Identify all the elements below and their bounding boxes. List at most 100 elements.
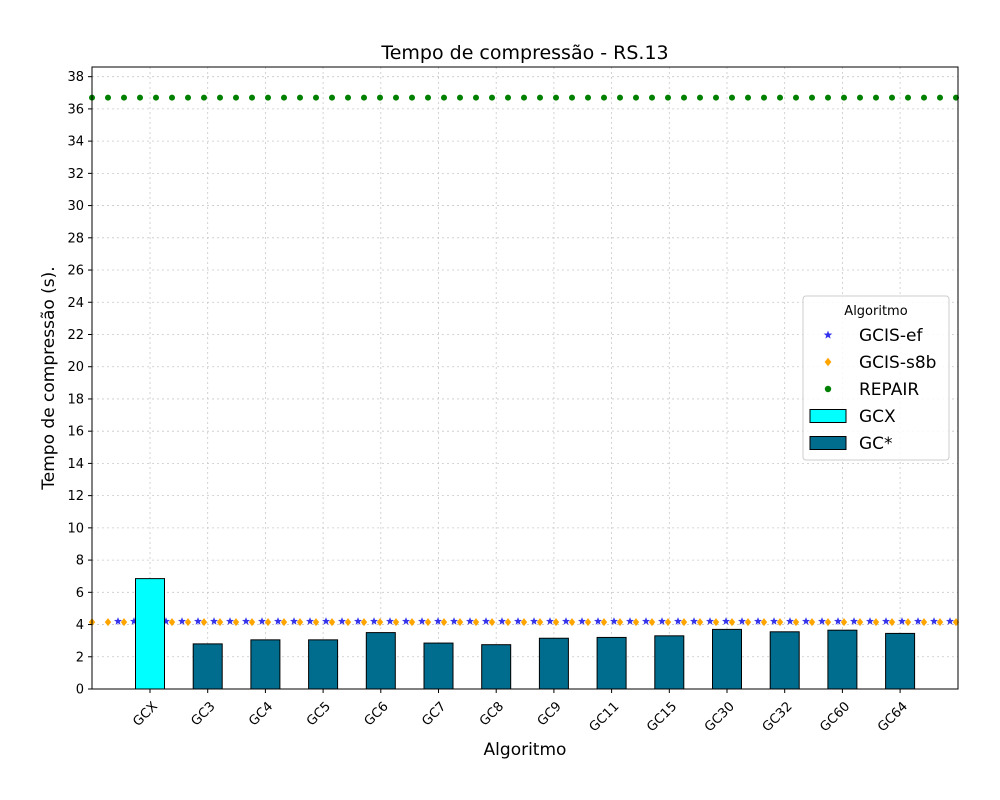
repair-marker xyxy=(921,94,927,101)
gcis-ef-marker xyxy=(802,617,810,625)
repair-marker xyxy=(473,94,479,101)
gcis-s8b-marker xyxy=(488,618,496,627)
legend-label: REPAIR xyxy=(859,380,919,400)
y-tick-label: 12 xyxy=(67,489,84,504)
gcis-s8b-marker xyxy=(104,618,112,627)
gcis-s8b-marker xyxy=(728,618,736,627)
gcis-s8b-marker xyxy=(840,618,848,627)
y-tick-label: 34 xyxy=(67,135,84,150)
repair-marker xyxy=(857,94,863,101)
y-axis-label: Tempo de compressão (s). xyxy=(39,266,59,490)
bar xyxy=(481,644,512,690)
repair-marker xyxy=(121,94,127,101)
repair-marker xyxy=(105,94,111,101)
gcis-ef-marker xyxy=(738,617,746,625)
gcis-s8b-marker xyxy=(440,618,448,627)
repair-marker xyxy=(665,94,671,101)
repair-marker xyxy=(441,94,447,101)
gcis-ef-marker xyxy=(626,617,634,625)
repair-marker xyxy=(425,94,431,101)
legend-patch xyxy=(809,436,847,450)
bar xyxy=(654,635,685,690)
gcis-s8b-marker xyxy=(168,618,176,627)
gcis-s8b-marker xyxy=(664,618,672,627)
gcis-ef-marker xyxy=(242,617,250,625)
gcis-ef-marker xyxy=(770,617,778,625)
gcis-ef-marker xyxy=(786,617,794,625)
gcis-s8b-marker xyxy=(344,618,352,627)
repair-marker xyxy=(585,94,591,101)
bar xyxy=(827,629,858,690)
gcis-ef-marker xyxy=(482,617,490,625)
gcis-ef-marker xyxy=(594,617,602,625)
y-tick-label: 26 xyxy=(67,264,84,279)
gcis-s8b-marker xyxy=(216,618,224,627)
gcis-ef-marker xyxy=(914,617,922,625)
gcis-s8b-marker xyxy=(424,618,432,627)
y-tick-label: 22 xyxy=(67,328,84,343)
gcis-s8b-marker xyxy=(552,618,560,627)
repair-marker xyxy=(553,94,559,101)
gcis-ef-marker xyxy=(514,617,522,625)
repair-marker xyxy=(825,94,831,101)
y-tick-label: 8 xyxy=(76,554,84,569)
gcis-s8b-marker xyxy=(264,618,272,627)
gcis-ef-marker xyxy=(338,617,346,625)
repair-marker xyxy=(697,94,703,101)
gcis-s8b-marker xyxy=(456,618,464,627)
gcis-ef-marker xyxy=(322,617,330,625)
gcis-s8b-marker xyxy=(120,618,128,627)
gcis-s8b-marker xyxy=(232,618,240,627)
legend-label: GCIS-ef xyxy=(859,326,923,346)
gcis-ef-marker xyxy=(162,617,170,625)
gcis-s8b-marker xyxy=(904,618,912,627)
gcis-ef-marker xyxy=(658,617,666,625)
gcis-s8b-marker xyxy=(584,618,592,627)
gcis-ef-marker xyxy=(418,617,426,625)
y-tick-label: 24 xyxy=(67,296,84,311)
gcis-ef-marker xyxy=(466,617,474,625)
repair-marker xyxy=(649,94,655,101)
repair-marker xyxy=(761,94,767,101)
gcis-s8b-marker xyxy=(376,618,384,627)
repair-marker xyxy=(841,94,847,101)
repair-marker xyxy=(201,94,207,101)
repair-marker xyxy=(361,94,367,101)
gcis-s8b-marker xyxy=(648,618,656,627)
repair-marker xyxy=(537,94,543,101)
gcis-s8b-marker xyxy=(408,618,416,627)
legend-label: GCX xyxy=(859,407,896,427)
repair-marker xyxy=(633,94,639,101)
bars xyxy=(135,578,916,690)
gcis-ef-marker xyxy=(642,617,650,625)
gcis-ef-marker xyxy=(290,617,298,625)
chart-title: Tempo de compressão - RS.13 xyxy=(380,42,668,64)
gcis-ef-marker xyxy=(354,617,362,625)
gcis-s8b-marker xyxy=(920,618,928,627)
reference-markers xyxy=(88,94,960,627)
gcis-ef-marker xyxy=(930,617,938,625)
gcis-s8b-marker xyxy=(936,618,944,627)
bar xyxy=(596,636,627,690)
gcis-s8b-marker xyxy=(504,618,512,627)
y-tick-label: 2 xyxy=(76,650,84,665)
bar xyxy=(712,628,742,690)
gcis-ef-marker xyxy=(946,617,954,625)
repair-marker xyxy=(521,94,527,101)
gcis-s8b-marker xyxy=(712,618,720,627)
repair-marker xyxy=(873,94,879,101)
bar xyxy=(769,631,800,690)
gcis-ef-marker xyxy=(258,617,266,625)
repair-marker xyxy=(137,94,143,101)
repair-marker xyxy=(457,94,463,101)
gcis-ef-marker xyxy=(226,617,234,625)
repair-marker xyxy=(505,94,511,101)
gcis-ef-marker xyxy=(450,617,458,625)
legend-gcis-s8b-marker xyxy=(824,357,832,367)
repair-marker xyxy=(937,94,943,101)
repair-marker xyxy=(169,94,175,101)
repair-marker xyxy=(601,94,607,101)
gcis-s8b-marker xyxy=(360,618,368,627)
gcis-s8b-marker xyxy=(280,618,288,627)
